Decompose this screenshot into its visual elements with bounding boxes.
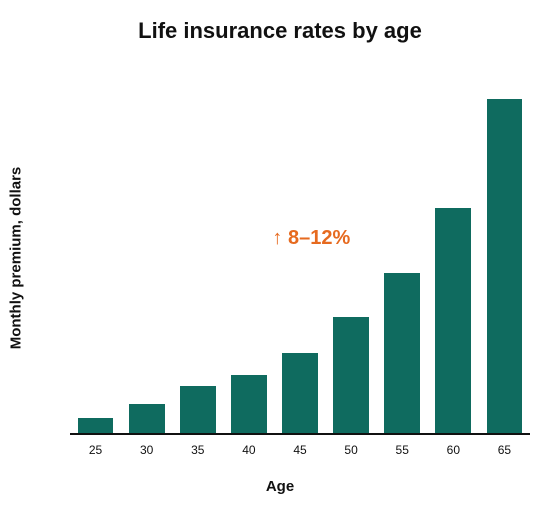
bar	[129, 404, 165, 433]
bar-category-label: 60	[428, 443, 479, 457]
bar	[180, 386, 216, 433]
bar	[384, 273, 420, 433]
plot-area: 253035404550556065 ↑ 8–12%	[70, 70, 530, 435]
bar-category-label: 30	[121, 443, 172, 457]
bar-slot: 45	[274, 70, 325, 433]
x-axis-line	[70, 433, 530, 435]
bar-slot: 55	[377, 70, 428, 433]
growth-annotation: ↑ 8–12%	[272, 227, 350, 250]
bar-category-label: 50	[326, 443, 377, 457]
bar-slot: 60	[428, 70, 479, 433]
bar-category-label: 65	[479, 443, 530, 457]
bar-category-label: 55	[377, 443, 428, 457]
chart-title: Life insurance rates by age	[0, 18, 560, 44]
bar-slot: 65	[479, 70, 530, 433]
insurance-rates-chart: Life insurance rates by age Monthly prem…	[0, 0, 560, 515]
x-axis-label: Age	[0, 478, 560, 495]
bar	[435, 208, 471, 433]
y-axis-label: Monthly premium, dollars	[8, 166, 25, 349]
bars-container: 253035404550556065	[70, 70, 530, 433]
bar	[487, 99, 523, 433]
bar-category-label: 40	[223, 443, 274, 457]
bar-slot: 30	[121, 70, 172, 433]
bar	[231, 375, 267, 433]
bar	[333, 317, 369, 433]
bar	[78, 418, 114, 433]
bar-category-label: 25	[70, 443, 121, 457]
bar-slot: 25	[70, 70, 121, 433]
bar-slot: 50	[326, 70, 377, 433]
bar	[282, 353, 318, 433]
bar-slot: 35	[172, 70, 223, 433]
bar-category-label: 35	[172, 443, 223, 457]
bar-category-label: 45	[274, 443, 325, 457]
bar-slot: 40	[223, 70, 274, 433]
